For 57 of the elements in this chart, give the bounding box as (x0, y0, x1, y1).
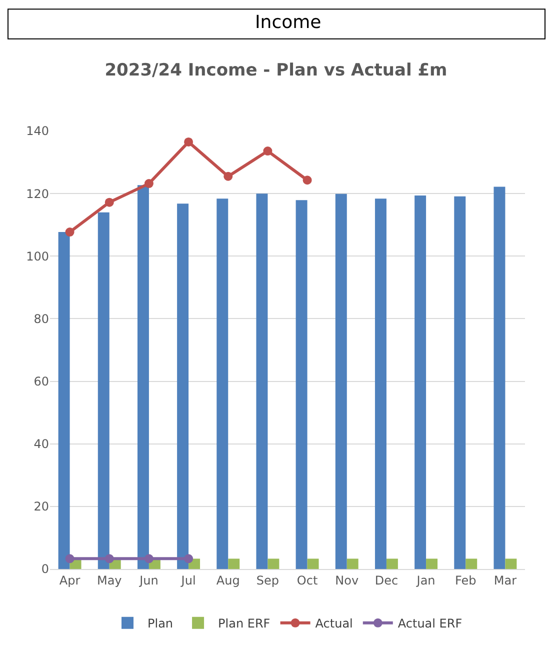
y-tick-label: 0 (41, 562, 49, 576)
bar (58, 232, 70, 569)
point (144, 554, 154, 564)
x-tick-label: Jun (138, 573, 158, 588)
bar (137, 185, 149, 569)
x-tick-label: May (96, 573, 122, 588)
bar (374, 198, 386, 569)
bar (335, 194, 347, 569)
bar (256, 194, 268, 569)
bar (494, 186, 506, 569)
x-tick-label: Aug (216, 573, 240, 588)
y-tick-label: 100 (26, 249, 49, 264)
point (302, 176, 312, 185)
point (184, 554, 194, 564)
bar (296, 200, 308, 569)
y-tick-label: 60 (34, 374, 49, 388)
point (65, 228, 74, 237)
legend-label: Plan (148, 616, 174, 631)
point (104, 554, 114, 564)
point (144, 179, 154, 188)
x-tick-label: Sep (256, 573, 280, 588)
bar (216, 198, 228, 569)
bar (505, 558, 517, 569)
point (104, 198, 114, 207)
x-tick-label: Jan (416, 573, 436, 588)
text: Income (255, 12, 322, 33)
legend-label: Plan ERF (218, 616, 270, 631)
bar (268, 558, 280, 569)
bar (98, 212, 110, 569)
point (224, 172, 233, 181)
legend-label: Actual (315, 616, 353, 631)
bar (426, 558, 438, 569)
x-tick-label: Oct (296, 573, 318, 588)
y-tick-label: 140 (26, 124, 49, 138)
bar (228, 558, 240, 569)
y-tick-label: 80 (34, 312, 49, 326)
point (184, 137, 194, 146)
point (65, 554, 74, 564)
x-tick-label: Jul (180, 573, 196, 588)
bar (386, 558, 398, 569)
chart-title: 2023/24 Income - Plan vs Actual £m (104, 60, 448, 80)
point (263, 146, 272, 156)
x-tick-label: Feb (455, 573, 476, 588)
y-tick-label: 40 (34, 437, 49, 452)
x-tick-label: Apr (59, 573, 80, 588)
bar (177, 204, 189, 569)
x-tick-label: Mar (494, 573, 517, 588)
x-tick-label: Nov (335, 573, 359, 588)
bar (466, 558, 478, 569)
y-tick-label: 20 (34, 500, 49, 514)
bar (307, 558, 319, 569)
bar (454, 196, 466, 569)
bar (414, 195, 426, 569)
x-tick-label: Dec (374, 573, 398, 588)
bar (346, 558, 358, 569)
y-tick-label: 120 (26, 186, 49, 201)
legend-label: Actual ERF (398, 616, 462, 631)
